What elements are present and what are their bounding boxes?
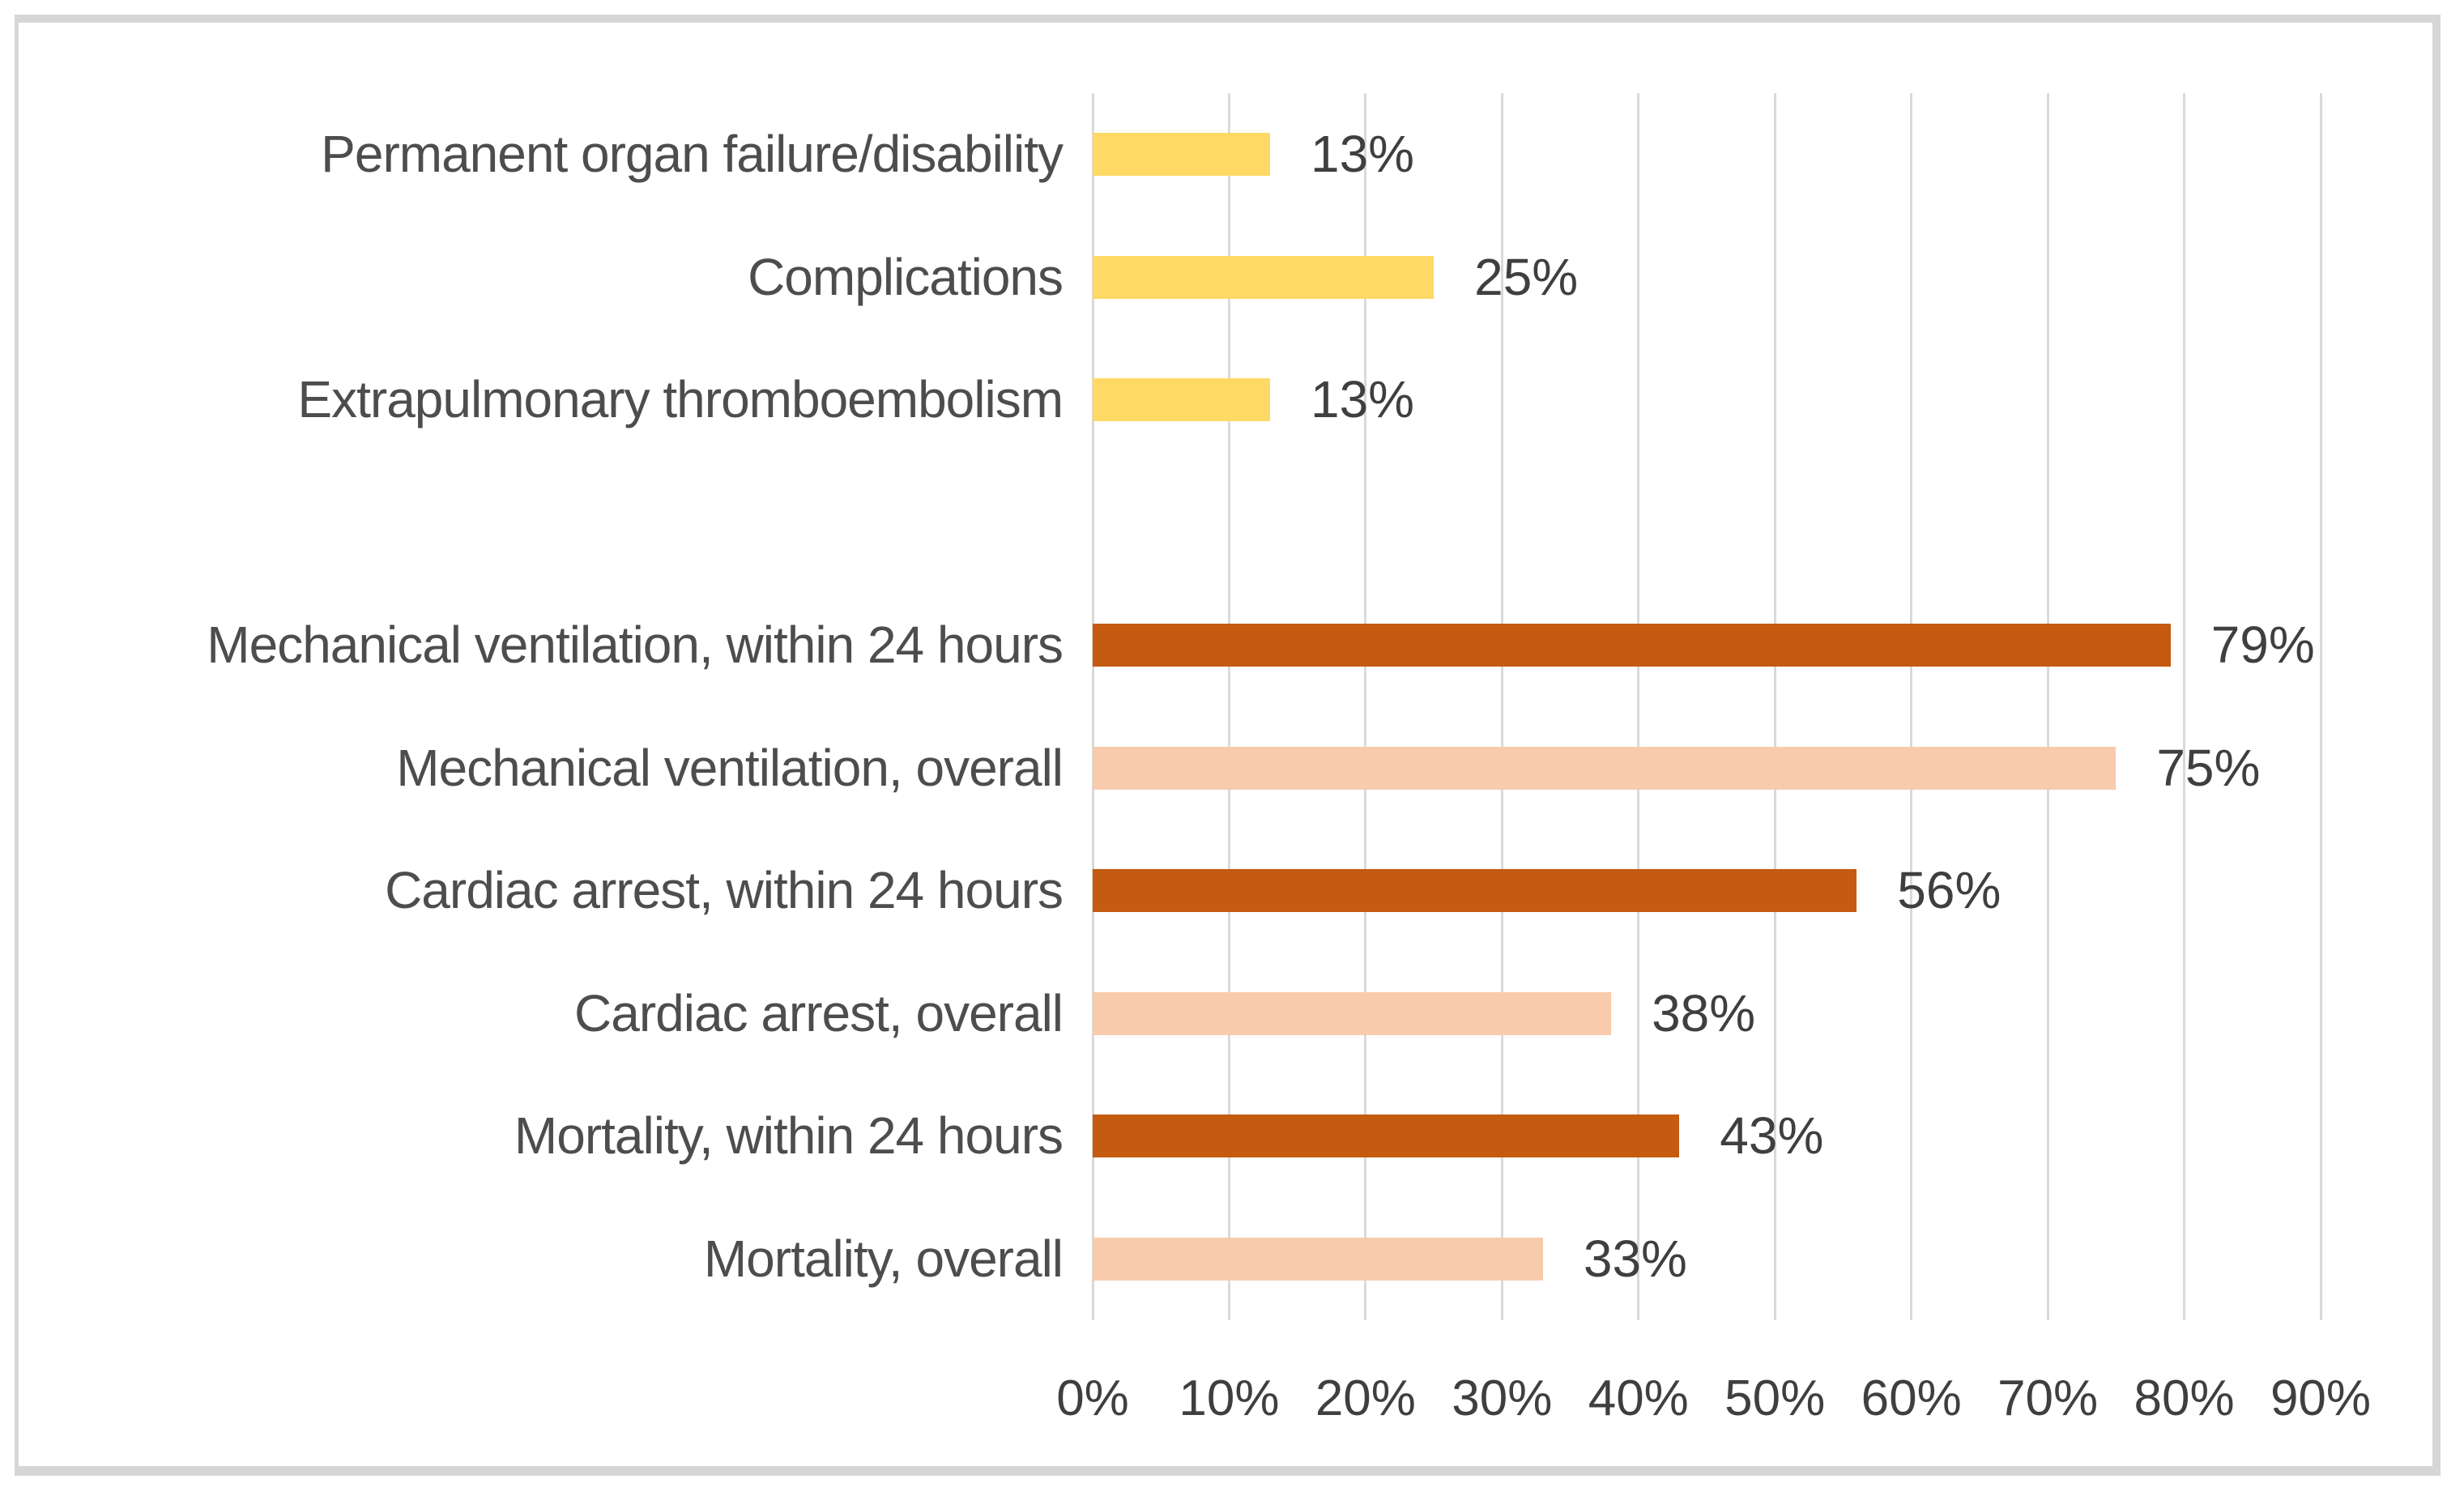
- data-label: 75%: [2156, 738, 2261, 797]
- gridline-90%: [2319, 93, 2322, 1320]
- data-label: 38%: [1652, 983, 1756, 1042]
- gridline-70%: [2046, 93, 2049, 1320]
- gridline-10%: [1227, 93, 1230, 1320]
- plot-area: Permanent organ failure/disability Compli…: [19, 23, 2432, 1466]
- gridline-20%: [1364, 93, 1367, 1320]
- category-label: Complications: [748, 247, 1064, 306]
- x-tick-label-30%: 30%: [1452, 1370, 1553, 1426]
- x-tick-label-0%: 0%: [1056, 1370, 1129, 1426]
- data-label: 33%: [1583, 1229, 1687, 1288]
- category-label: Permanent organ failure/disability: [321, 125, 1064, 184]
- bar: [1093, 1237, 1543, 1281]
- x-tick-label-10%: 10%: [1179, 1370, 1280, 1426]
- bar: [1093, 869, 1857, 913]
- data-label: 13%: [1310, 125, 1415, 184]
- gridline-60%: [1910, 93, 1913, 1320]
- x-tick-label-60%: 60%: [1861, 1370, 1962, 1426]
- data-label: 79%: [2210, 616, 2315, 675]
- x-tick-label-50%: 50%: [1724, 1370, 1826, 1426]
- category-label: Mortality, within 24 hours: [514, 1106, 1064, 1166]
- x-tick-label-90%: 90%: [2270, 1370, 2372, 1426]
- gridline-80%: [2183, 93, 2186, 1320]
- gridline-50%: [1773, 93, 1776, 1320]
- bar: [1093, 991, 1612, 1035]
- gridline-0%: [1091, 93, 1094, 1320]
- category-label: Mechanical ventilation, overall: [396, 738, 1064, 797]
- data-label: 25%: [1474, 247, 1579, 306]
- category-label: Mechanical ventilation, within 24 hours: [207, 616, 1064, 675]
- category-label: Mortality, overall: [703, 1229, 1064, 1288]
- x-tick-label-40%: 40%: [1588, 1370, 1689, 1426]
- category-label: Cardiac arrest, within 24 hours: [385, 861, 1064, 920]
- bar: [1093, 378, 1270, 422]
- chart-frame-border: Permanent organ failure/disability Compli…: [15, 15, 2441, 1476]
- bar: [1093, 746, 2117, 790]
- bar: [1093, 133, 1270, 177]
- x-tick-label-20%: 20%: [1315, 1370, 1416, 1426]
- data-label: 13%: [1310, 370, 1415, 429]
- bar: [1093, 624, 2171, 667]
- category-label: Cardiac arrest, overall: [574, 983, 1064, 1042]
- gridline-40%: [1637, 93, 1640, 1320]
- category-label: Extrapulmonary thromboembolism: [297, 370, 1064, 429]
- data-label: 43%: [1720, 1106, 1824, 1166]
- bar: [1093, 1115, 1680, 1158]
- bar: [1093, 255, 1434, 299]
- gridline-30%: [1500, 93, 1503, 1320]
- x-tick-label-80%: 80%: [2134, 1370, 2235, 1426]
- x-tick-label-70%: 70%: [1997, 1370, 2099, 1426]
- data-label: 56%: [1897, 861, 2001, 920]
